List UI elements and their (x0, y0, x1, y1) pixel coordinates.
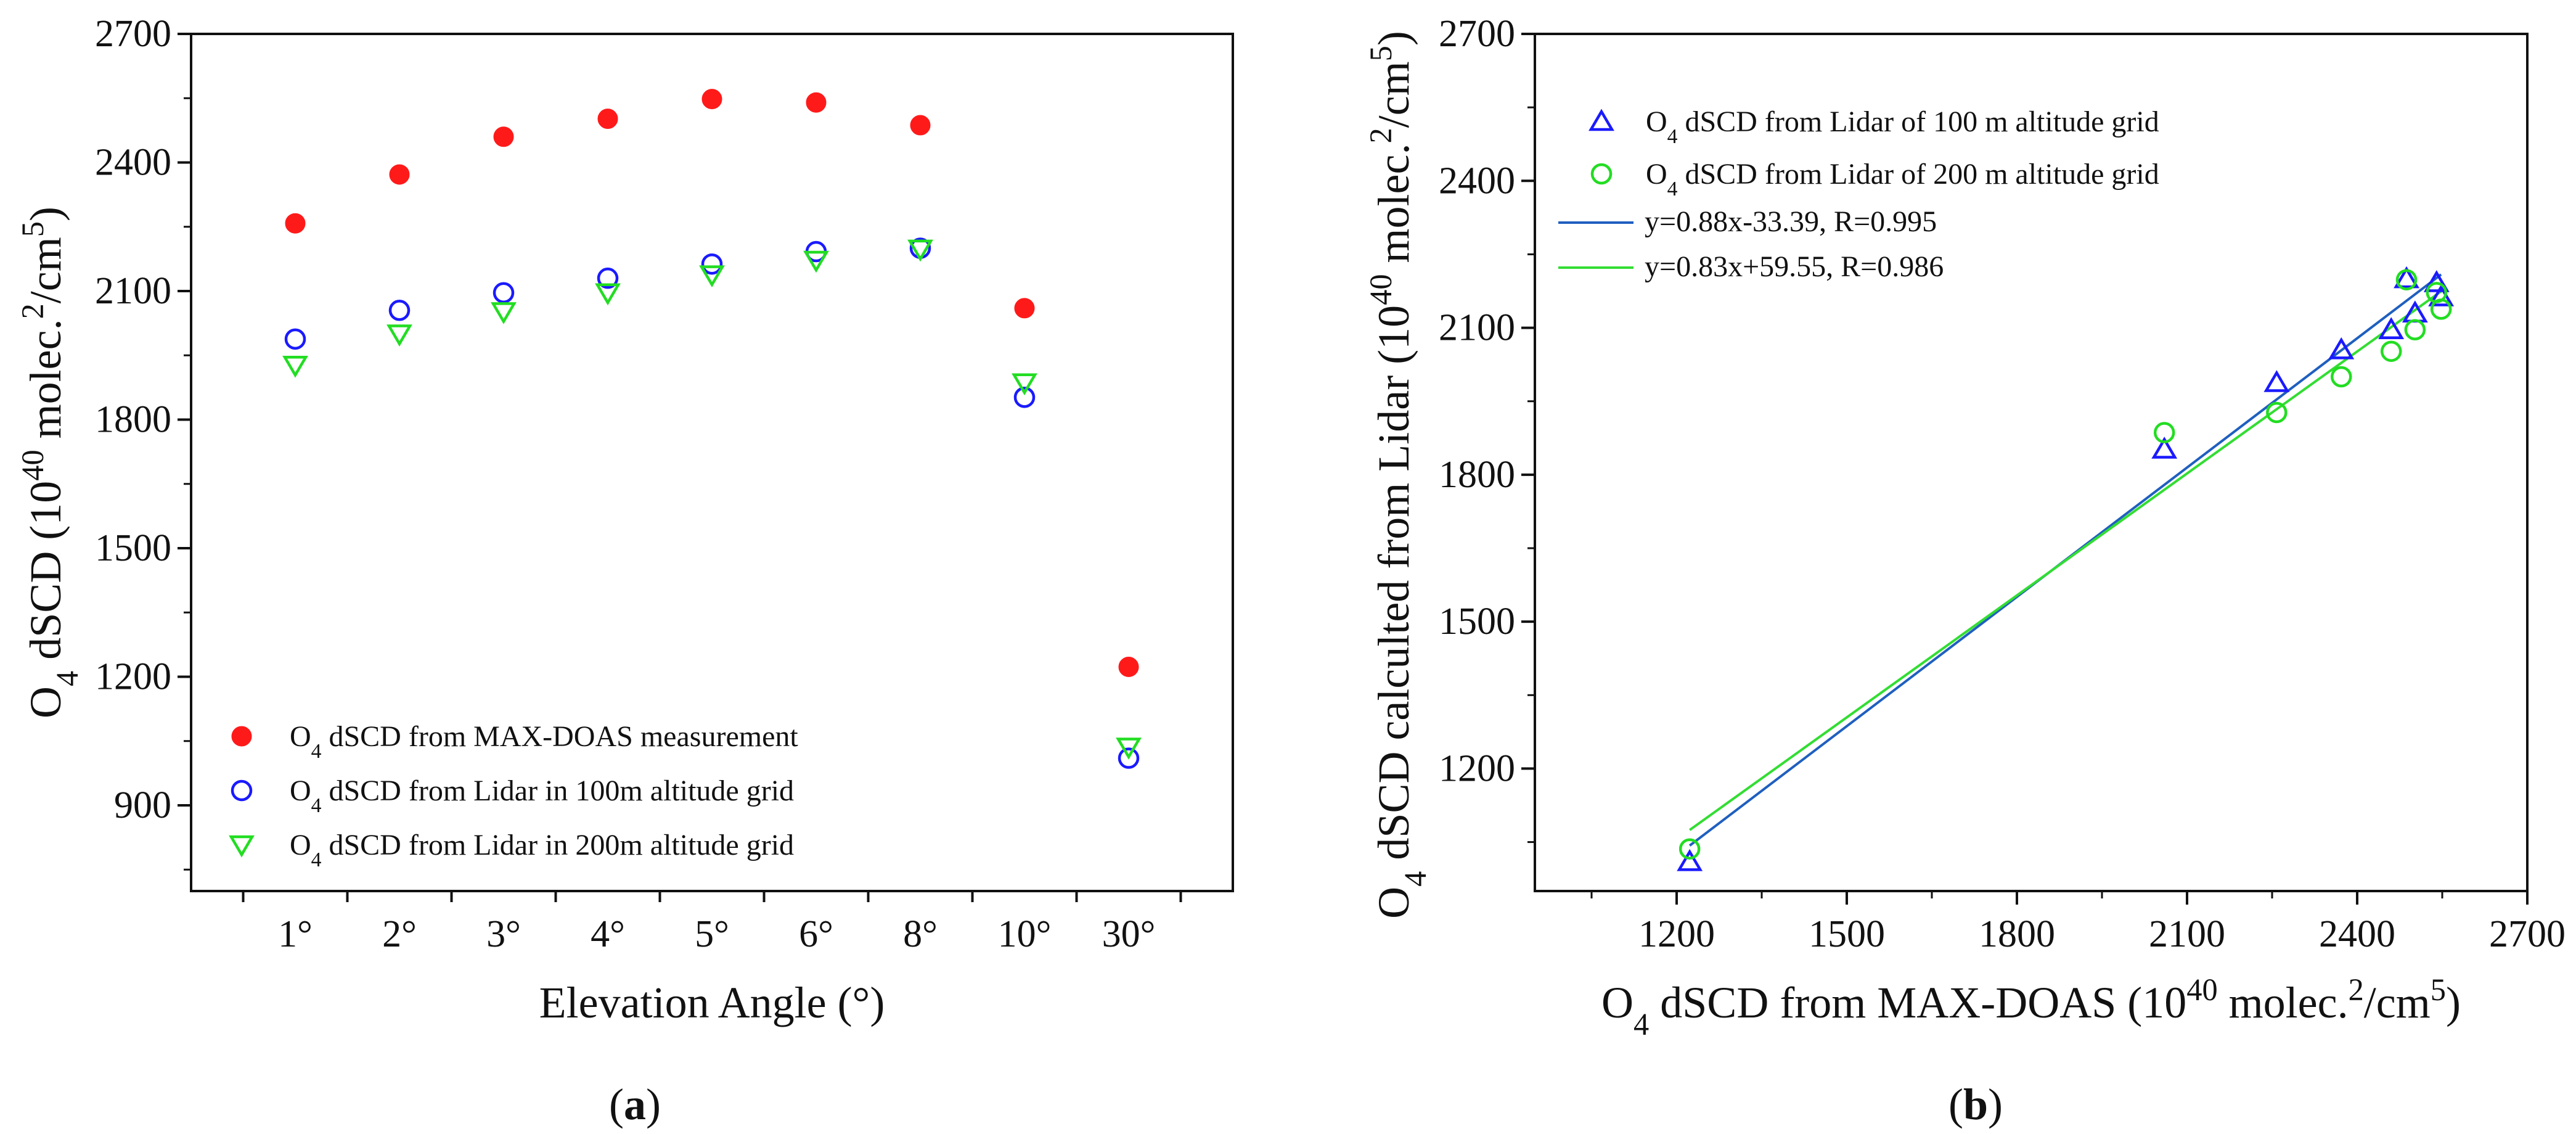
data-point-lidar100 (2328, 337, 2355, 360)
data-point-lidar100 (2263, 370, 2290, 392)
data-point-maxdoas (1014, 298, 1035, 319)
data-point-lidar100 (1677, 848, 1703, 871)
legend-label-fit200: y=0.83x+59.55, R=0.986 (1645, 250, 1944, 283)
y-axis-label: O4 dSCD calculted from Lidar (1040 molec… (1364, 31, 1433, 919)
legend-label-lidar200: O4 dSCD from Lidar of 200 m altitude gri… (1646, 158, 2159, 200)
plot-frame (1534, 33, 2529, 892)
x-tick-label: 6° (799, 913, 833, 955)
data-point-lidar100 (2394, 266, 2419, 289)
data-point-maxdoas (493, 126, 514, 147)
data-point-lidar100 (2378, 317, 2405, 339)
legend-marker-lidar100 (231, 779, 253, 802)
data-point-lidar100 (2423, 270, 2450, 292)
panel-label-a: (a) (609, 1080, 661, 1129)
series-lidar200 (282, 239, 1142, 760)
x-axis-label: O4 dSCD from MAX-DOAS (1040 molec.2/cm5) (1601, 972, 2461, 1042)
plot-frame (190, 33, 1234, 892)
series-lidar200 (1678, 269, 2452, 860)
legend-label-maxdoas: O4 dSCD from MAX-DOAS measurement (290, 720, 798, 763)
data-point-lidar200 (2330, 366, 2352, 388)
fit-line-fit200 (1688, 290, 2442, 831)
y-tick-label: 2100 (1439, 307, 1515, 349)
x-tick-label: 2700 (2489, 913, 2566, 955)
legend-label-lidar100: O4 dSCD from Lidar in 100m altitude grid (290, 774, 794, 817)
y-tick-label: 2100 (95, 270, 171, 312)
data-point-maxdoas (806, 92, 827, 113)
y-tick-label: 1200 (95, 656, 171, 698)
legend-marker-lidar100 (1589, 109, 1614, 131)
y-tick-label: 2700 (95, 13, 171, 55)
data-point-lidar200 (2430, 298, 2452, 320)
data-point-lidar200 (1012, 373, 1037, 396)
data-point-lidar100 (597, 267, 619, 289)
data-point-maxdoas (1118, 657, 1139, 678)
series-maxdoas (285, 89, 1139, 678)
series-lidar100 (284, 237, 1140, 769)
data-point-maxdoas (910, 115, 931, 136)
chart-panel-a: 900 1200 1500 1800 2100 2400 2700 1° 2° 3° 4° 5° 6° 8… (15, 13, 1234, 1129)
x-tick-label: 1800 (1979, 913, 2055, 955)
data-point-lidar200 (2153, 422, 2175, 443)
data-point-lidar200 (1116, 738, 1142, 760)
legend-marker-lidar200 (1590, 163, 1613, 185)
data-point-lidar200 (595, 283, 621, 306)
y-tick-label: 2700 (1439, 13, 1515, 55)
y-tick-label: 1800 (95, 399, 171, 441)
x-tick-label: 2° (382, 913, 417, 955)
data-point-lidar200 (2404, 319, 2426, 340)
data-point-lidar100 (1013, 387, 1036, 408)
x-tick-label: 1° (278, 913, 313, 955)
data-point-maxdoas (285, 213, 306, 234)
x-tick-label: 30° (1102, 913, 1156, 955)
data-point-lidar200 (386, 324, 412, 347)
y-tick-label: 1500 (1439, 601, 1515, 643)
data-point-lidar200 (907, 239, 933, 262)
data-point-lidar100 (1118, 747, 1140, 769)
data-point-maxdoas (701, 89, 722, 110)
data-point-lidar100 (2151, 437, 2178, 459)
x-axis-label: Elevation Angle (°) (539, 978, 885, 1027)
x-tick-label: 1500 (1809, 913, 1885, 955)
x-tick-label: 10° (998, 913, 1052, 955)
legend-label-fit100: y=0.88x-33.39, R=0.995 (1645, 205, 1937, 238)
x-tick-label: 8° (903, 913, 938, 955)
data-point-lidar200 (2395, 269, 2418, 290)
y-tick-label: 900 (114, 784, 171, 826)
data-point-lidar200 (803, 250, 829, 273)
data-point-lidar200 (2380, 340, 2402, 362)
data-point-lidar100 (388, 300, 411, 321)
y-tick-label: 1200 (1439, 747, 1515, 789)
data-point-lidar100 (701, 253, 723, 275)
legend-label-lidar200: O4 dSCD from Lidar in 200m altitude grid (290, 829, 794, 871)
data-point-lidar200 (282, 355, 308, 378)
data-point-lidar200 (2266, 401, 2288, 424)
x-tick-label: 5° (695, 913, 729, 955)
data-point-lidar200 (1678, 838, 1701, 860)
x-tick-label: 2100 (2149, 913, 2225, 955)
data-point-lidar100 (493, 282, 515, 304)
y-tick-label: 2400 (1439, 160, 1515, 202)
x-tick-label: 1200 (1638, 913, 1715, 955)
y-tick-label: 1500 (95, 527, 171, 569)
x-tick-label: 3° (486, 913, 521, 955)
x-tick-label: 2400 (2319, 913, 2395, 955)
x-tick-label: 4° (591, 913, 625, 955)
legend-marker-lidar200 (229, 835, 255, 858)
legend-marker-maxdoas (231, 726, 252, 747)
data-point-maxdoas (597, 109, 618, 129)
legend-label-lidar100: O4 dSCD from Lidar of 100 m altitude gri… (1646, 105, 2159, 148)
data-point-maxdoas (389, 164, 410, 185)
panel-label-b: (b) (1948, 1080, 2003, 1129)
data-point-lidar200 (699, 265, 725, 288)
y-tick-label: 1800 (1439, 454, 1515, 496)
y-axis-label: O4 dSCD (1040 molec.2/cm5) (15, 207, 84, 718)
data-point-lidar200 (491, 302, 517, 324)
chart-panel-b: 1200 1500 1800 2100 2400 2700 1200 1500 1800 2100… (1364, 13, 2566, 1129)
y-tick-label: 2400 (95, 142, 171, 184)
data-point-lidar100 (284, 328, 306, 350)
